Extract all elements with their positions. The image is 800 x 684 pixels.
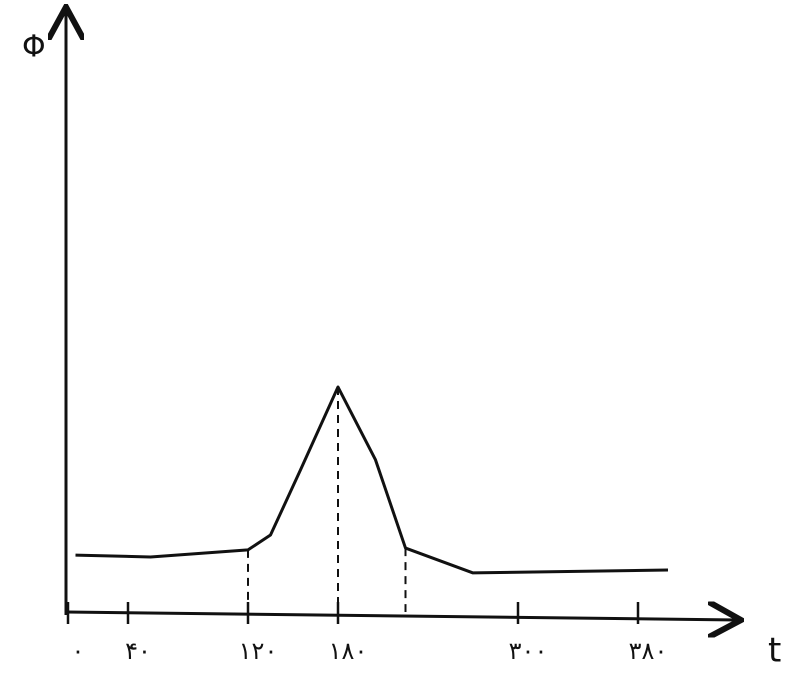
x-tick-label: ۴۰ bbox=[125, 637, 151, 665]
x-tick-label: ۳۸۰ bbox=[629, 637, 668, 665]
x-axis bbox=[65, 612, 738, 620]
x-tick-label: ۳۰۰ bbox=[509, 637, 548, 665]
x-axis-label: t bbox=[768, 631, 781, 671]
y-axis-label: Φ bbox=[22, 30, 46, 65]
curve bbox=[75, 385, 669, 575]
x-tick-label: ۱۸۰ bbox=[329, 637, 368, 665]
x-tick-label: ۰ bbox=[72, 637, 85, 665]
x-tick-label: ۱۲۰ bbox=[239, 637, 278, 665]
